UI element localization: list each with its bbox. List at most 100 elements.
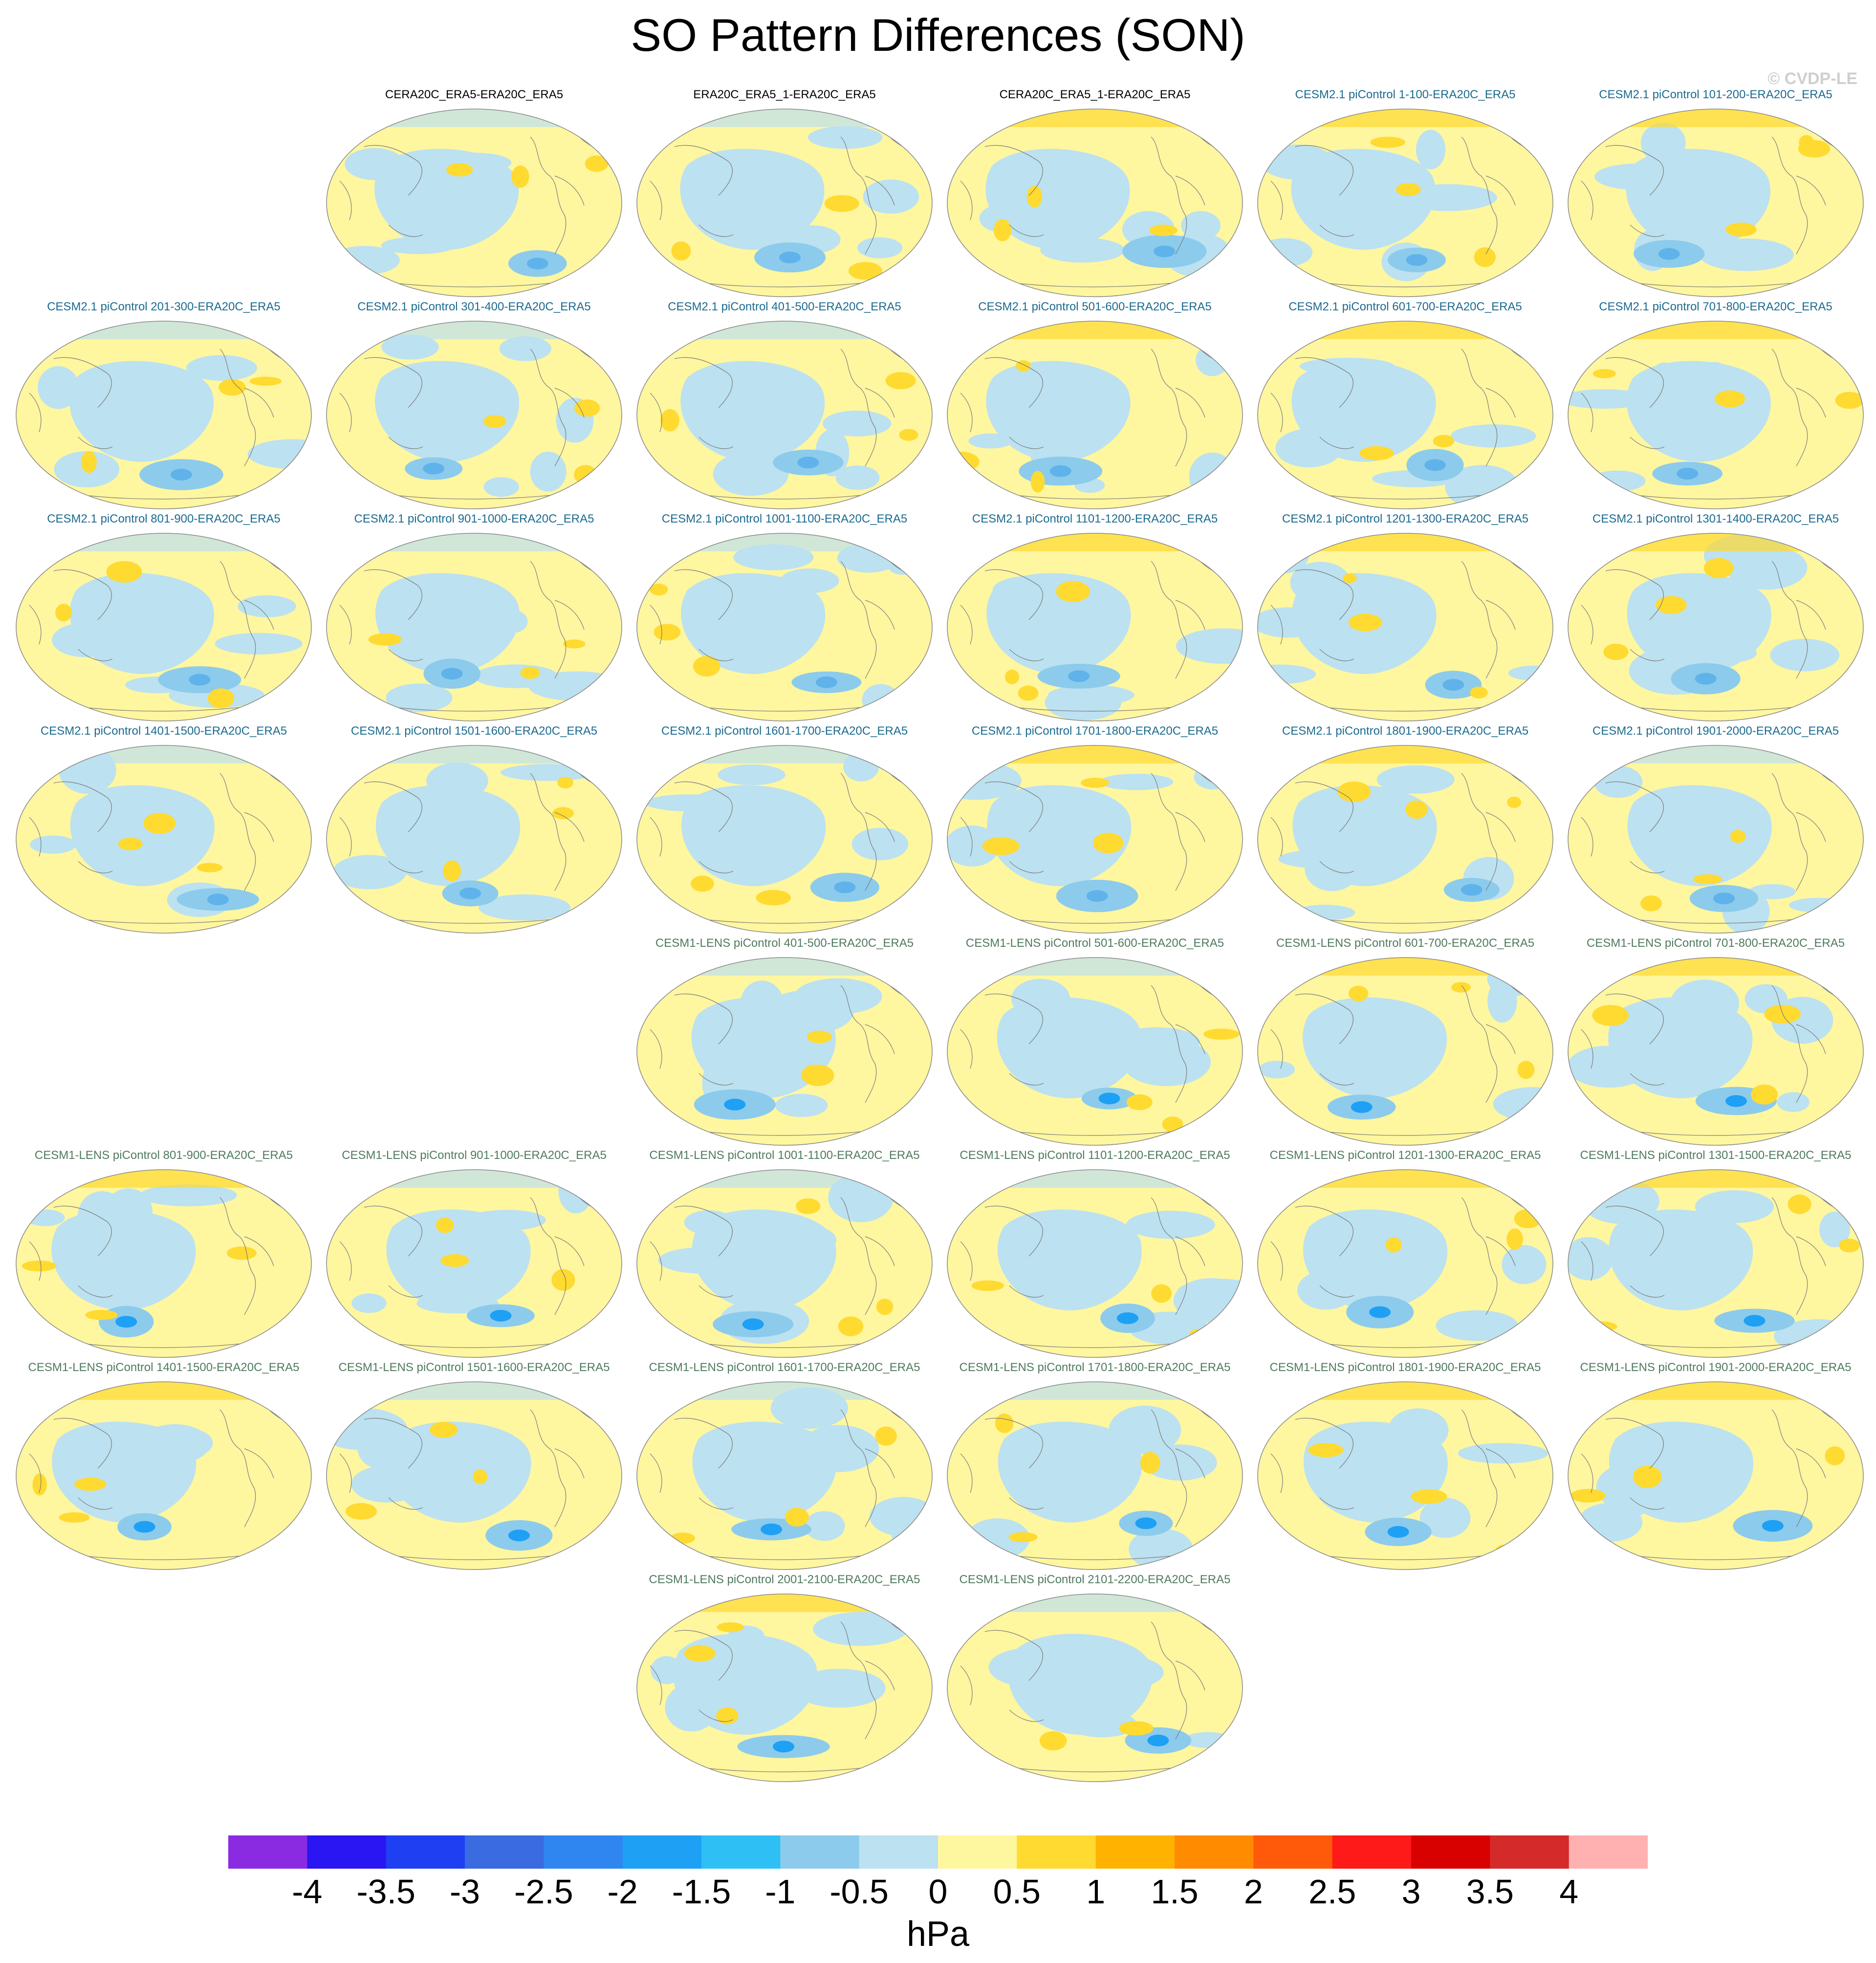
panel-title: CESM2.1 piControl 501-600-ERA20C_ERA5 — [978, 300, 1212, 313]
colorbar-tick-label: -1 — [765, 1873, 796, 1911]
map-panel: CESM2.1 piControl 1501-1600-ERA20C_ERA5 — [320, 724, 628, 935]
colorbar-swatch — [465, 1835, 544, 1869]
world-map-robinson — [1257, 1381, 1553, 1570]
map-panel: CESM1-LENS piControl 1101-1200-ERA20C_ER… — [941, 1149, 1249, 1359]
world-map-robinson — [947, 1169, 1243, 1358]
colorbar-tick-label: -4 — [292, 1873, 323, 1911]
panel-title: CESM1-LENS piControl 1101-1200-ERA20C_ER… — [960, 1149, 1230, 1162]
map-panel: CESM1-LENS piControl 1201-1300-ERA20C_ER… — [1251, 1149, 1559, 1359]
world-map-robinson — [947, 745, 1243, 934]
world-map-robinson — [1568, 533, 1864, 721]
panel-title: CESM2.1 piControl 301-400-ERA20C_ERA5 — [357, 300, 591, 313]
map-panel: CERA20C_ERA5-ERA20C_ERA5 — [320, 88, 628, 298]
copyright-label: © CVDP-LE — [1767, 69, 1857, 88]
map-panel: CESM2.1 piControl 801-900-ERA20C_ERA5 — [10, 512, 318, 722]
world-map-robinson — [636, 745, 933, 934]
world-map-robinson — [636, 1169, 933, 1358]
panel-title: CESM2.1 piControl 1301-1400-ERA20C_ERA5 — [1592, 512, 1839, 525]
panel-title: CESM1-LENS piControl 1601-1700-ERA20C_ER… — [649, 1361, 920, 1374]
panel-title: CESM1-LENS piControl 1501-1600-ERA20C_ER… — [338, 1361, 610, 1374]
panel-title: CESM2.1 piControl 1801-1900-ERA20C_ERA5 — [1282, 724, 1529, 738]
map-panel: CESM2.1 piControl 1001-1100-ERA20C_ERA5 — [631, 512, 938, 722]
world-map-robinson — [947, 1593, 1243, 1782]
world-map-robinson — [947, 1381, 1243, 1570]
colorbar-swatch — [307, 1835, 387, 1869]
map-panel: CERA20C_ERA5_1-ERA20C_ERA5 — [941, 88, 1249, 298]
world-map-robinson — [16, 1169, 312, 1358]
panel-title: CERA20C_ERA5_1-ERA20C_ERA5 — [999, 88, 1191, 101]
colorbar-swatch — [1095, 1835, 1175, 1869]
panel-title: CESM1-LENS piControl 401-500-ERA20C_ERA5 — [655, 937, 914, 950]
colorbar-swatch — [1332, 1835, 1412, 1869]
map-panel: CESM1-LENS piControl 1401-1500-ERA20C_ER… — [10, 1361, 318, 1571]
world-map-robinson — [1568, 109, 1864, 297]
world-map-robinson — [1568, 745, 1864, 934]
colorbar-swatch — [228, 1835, 307, 1869]
map-panel: CESM2.1 piControl 301-400-ERA20C_ERA5 — [320, 300, 628, 510]
panel-title: CESM1-LENS piControl 601-700-ERA20C_ERA5 — [1276, 937, 1535, 950]
panel-title: CESM2.1 piControl 1101-1200-ERA20C_ERA5 — [972, 512, 1218, 525]
world-map-robinson — [1257, 745, 1553, 934]
world-map-robinson — [1257, 957, 1553, 1146]
map-panel: CESM2.1 piControl 101-200-ERA20C_ERA5 — [1562, 88, 1870, 298]
map-panel: CESM1-LENS piControl 1801-1900-ERA20C_ER… — [1251, 1361, 1559, 1571]
world-map-robinson — [1257, 533, 1553, 721]
map-panel: CESM1-LENS piControl 601-700-ERA20C_ERA5 — [1251, 937, 1559, 1147]
colorbar-tick-label: -1.5 — [672, 1873, 731, 1911]
map-panel: CESM1-LENS piControl 801-900-ERA20C_ERA5 — [10, 1149, 318, 1359]
colorbar-units: hPa — [906, 1915, 970, 1954]
world-map-robinson — [326, 1381, 622, 1570]
map-panel: CESM1-LENS piControl 701-800-ERA20C_ERA5 — [1562, 937, 1870, 1147]
world-map-robinson — [1568, 957, 1864, 1146]
panel-title: CESM1-LENS piControl 1001-1100-ERA20C_ER… — [649, 1149, 920, 1162]
panel-title: CESM1-LENS piControl 1901-2000-ERA20C_ER… — [1580, 1361, 1852, 1374]
panel-title: CESM1-LENS piControl 701-800-ERA20C_ERA5 — [1586, 937, 1845, 950]
colorbar-swatch — [386, 1835, 465, 1869]
colorbar-tick-label: 2 — [1243, 1873, 1263, 1911]
colorbar-swatch — [622, 1835, 702, 1869]
colorbar-swatch — [780, 1835, 860, 1869]
map-panel: CESM2.1 piControl 1101-1200-ERA20C_ERA5 — [941, 512, 1249, 722]
panel-title: CESM1-LENS piControl 1401-1500-ERA20C_ER… — [28, 1361, 300, 1374]
world-map-robinson — [326, 321, 622, 509]
world-map-robinson — [636, 533, 933, 721]
world-map-robinson — [16, 321, 312, 509]
panel-title: CESM1-LENS piControl 1201-1300-ERA20C_ER… — [1269, 1149, 1541, 1162]
colorbar-tick-label: 0 — [928, 1873, 948, 1911]
world-map-robinson — [16, 533, 312, 721]
colorbar-tick-label: 3.5 — [1466, 1873, 1514, 1911]
colorbar-swatch — [544, 1835, 623, 1869]
panel-title: CERA20C_ERA5-ERA20C_ERA5 — [385, 88, 564, 101]
map-panel: CESM1-LENS piControl 1701-1800-ERA20C_ER… — [941, 1361, 1249, 1571]
world-map-robinson — [1568, 1169, 1864, 1358]
map-panel: CESM2.1 piControl 401-500-ERA20C_ERA5 — [631, 300, 938, 510]
colorbar-tick-label: 4 — [1559, 1873, 1579, 1911]
map-panel: CESM2.1 piControl 1701-1800-ERA20C_ERA5 — [941, 724, 1249, 935]
panel-title: CESM2.1 piControl 1401-1500-ERA20C_ERA5 — [40, 724, 287, 738]
map-panel: ERA20C_ERA5_1-ERA20C_ERA5 — [631, 88, 938, 298]
panel-title: CESM2.1 piControl 401-500-ERA20C_ERA5 — [668, 300, 901, 313]
panel-title: CESM1-LENS piControl 1801-1900-ERA20C_ER… — [1269, 1361, 1541, 1374]
map-panel: CESM1-LENS piControl 1301-1500-ERA20C_ER… — [1562, 1149, 1870, 1359]
map-panel: CESM1-LENS piControl 2001-2100-ERA20C_ER… — [631, 1573, 938, 1783]
panel-title: CESM2.1 piControl 1601-1700-ERA20C_ERA5 — [661, 724, 908, 738]
world-map-robinson — [1257, 1169, 1553, 1358]
world-map-robinson — [947, 109, 1243, 297]
map-panel: CESM2.1 piControl 901-1000-ERA20C_ERA5 — [320, 512, 628, 722]
colorbar-tick-label: -0.5 — [829, 1873, 889, 1911]
world-map-robinson — [947, 957, 1243, 1146]
map-panel: CESM1-LENS piControl 501-600-ERA20C_ERA5 — [941, 937, 1249, 1147]
colorbar-tick-label: 0.5 — [993, 1873, 1041, 1911]
map-panel: CESM2.1 piControl 1201-1300-ERA20C_ERA5 — [1251, 512, 1559, 722]
world-map-robinson — [1257, 109, 1553, 297]
colorbar-swatch — [859, 1835, 938, 1869]
map-panel: CESM1-LENS piControl 1501-1600-ERA20C_ER… — [320, 1361, 628, 1571]
map-panel: CESM2.1 piControl 201-300-ERA20C_ERA5 — [10, 300, 318, 510]
world-map-robinson — [16, 745, 312, 934]
panel-title: CESM1-LENS piControl 1301-1500-ERA20C_ER… — [1580, 1149, 1852, 1162]
map-panel: CESM1-LENS piControl 1001-1100-ERA20C_ER… — [631, 1149, 938, 1359]
world-map-robinson — [16, 1381, 312, 1570]
map-panel: CESM1-LENS piControl 401-500-ERA20C_ERA5 — [631, 937, 938, 1147]
panel-title: CESM2.1 piControl 1001-1100-ERA20C_ERA5 — [661, 512, 908, 525]
world-map-robinson — [326, 109, 622, 297]
